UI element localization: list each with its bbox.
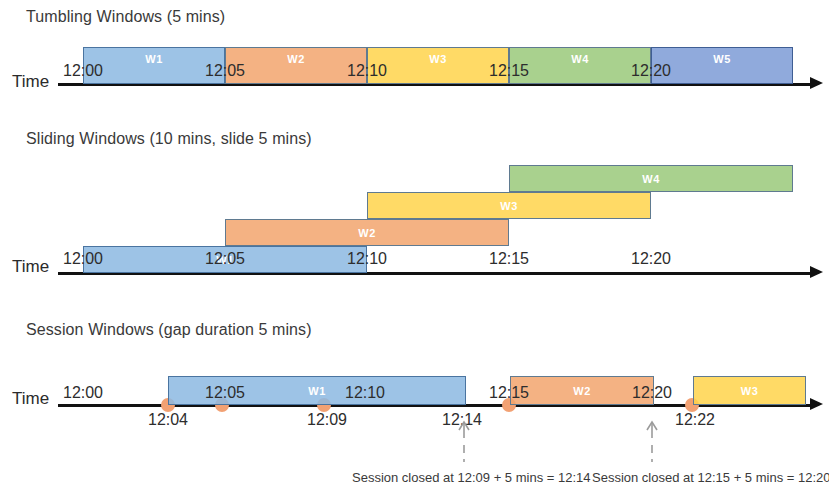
time-tick: 12:04 — [148, 411, 188, 429]
section-title: Tumbling Windows (5 mins) — [26, 8, 225, 26]
axis-arrowhead-icon — [810, 77, 823, 89]
window-bar-label: W1 — [145, 53, 162, 65]
time-axis-label: Time — [12, 389, 49, 409]
time-tick: 12:15 — [489, 250, 529, 268]
time-tick: 12:20 — [631, 62, 671, 80]
time-tick: 12:15 — [489, 384, 529, 402]
window-bar-label: W2 — [573, 385, 590, 397]
window-bar-label: W3 — [429, 53, 446, 65]
window-bar-label: W1 — [308, 385, 325, 397]
window-bar-label: W4 — [571, 53, 588, 65]
axis-arrowhead-icon — [810, 398, 823, 410]
time-tick: 12:09 — [307, 411, 347, 429]
window-bar: W2 — [225, 47, 367, 84]
axis-arrowhead-icon — [810, 266, 823, 278]
time-tick: 12:05 — [205, 384, 245, 402]
time-tick: 12:05 — [205, 250, 245, 268]
dashed-up-arrow-icon — [644, 414, 660, 462]
section-title: Sliding Windows (10 mins, slide 5 mins) — [26, 130, 312, 148]
time-tick: 12:10 — [345, 384, 385, 402]
time-tick: 12:00 — [63, 250, 103, 268]
session-closed-note: Session closed at 12:09 + 5 mins = 12:14 — [352, 470, 591, 485]
dashed-up-arrow-icon — [456, 414, 472, 462]
time-tick: 12:20 — [632, 384, 672, 402]
window-bar: W5 — [651, 47, 793, 84]
window-bar: W3 — [367, 192, 651, 219]
time-axis-label: Time — [12, 72, 49, 92]
window-bar-label: W4 — [642, 173, 659, 185]
windowing-strategies-diagram: Tumbling Windows (5 mins) Time W1 W2 W3 W4 W… — [0, 0, 829, 498]
window-bar: W2 — [225, 219, 509, 246]
window-bar-label: W5 — [713, 53, 730, 65]
time-axis-label: Time — [12, 257, 49, 277]
window-bar-label: W3 — [500, 200, 517, 212]
window-bar: W4 — [509, 47, 651, 84]
time-tick: 12:20 — [631, 250, 671, 268]
time-tick: 12:00 — [63, 62, 103, 80]
time-tick: 12:00 — [63, 384, 103, 402]
time-tick: 12:22 — [675, 411, 715, 429]
window-bar-label: W2 — [287, 53, 304, 65]
time-tick: 12:15 — [489, 62, 529, 80]
section-title: Session Windows (gap duration 5 mins) — [26, 321, 312, 339]
window-bar: W3 — [693, 376, 806, 405]
window-bar: W1 — [83, 47, 225, 84]
time-tick: 12:10 — [347, 62, 387, 80]
window-bar-label: W2 — [358, 227, 375, 239]
window-bar: W4 — [509, 165, 793, 192]
window-bar: W3 — [367, 47, 509, 84]
window-bar-label: W3 — [741, 385, 758, 397]
time-tick: 12:05 — [205, 62, 245, 80]
session-closed-note: Session closed at 12:15 + 5 mins = 12:20 — [592, 470, 829, 485]
time-tick: 12:10 — [347, 250, 387, 268]
